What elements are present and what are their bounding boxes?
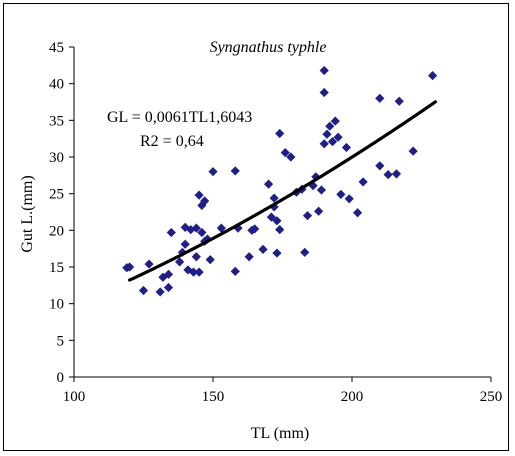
data-point (258, 244, 268, 254)
data-point (269, 202, 279, 212)
data-point (319, 65, 329, 76)
y-tick-label: 35 (49, 113, 64, 129)
data-point (358, 177, 368, 187)
y-tick-label: 0 (57, 370, 65, 386)
y-tick-label: 5 (57, 333, 65, 349)
data-point (264, 179, 274, 189)
data-point (316, 185, 327, 195)
data-point (188, 267, 199, 277)
data-point (194, 267, 204, 277)
y-tick-label: 25 (49, 187, 64, 203)
trendline (127, 100, 437, 282)
x-axis-title: TL (mm) (251, 425, 310, 442)
data-point (391, 169, 402, 179)
data-point (166, 227, 176, 238)
data-point (428, 71, 438, 81)
data-point (266, 212, 276, 222)
data-point (200, 196, 210, 206)
data-point (300, 247, 310, 257)
data-point (250, 224, 260, 234)
data-point (352, 208, 363, 218)
data-point (275, 225, 285, 235)
x-tick-label: 100 (63, 389, 86, 405)
data-point (344, 194, 354, 204)
data-point (163, 269, 174, 279)
data-point (205, 255, 215, 265)
y-tick-label: 10 (49, 297, 64, 313)
data-point (325, 121, 335, 131)
data-point (319, 139, 329, 149)
data-point (230, 266, 240, 276)
data-point (330, 116, 340, 126)
data-point (183, 265, 193, 275)
data-point (272, 248, 282, 258)
x-tick-label: 200 (341, 389, 364, 405)
data-point (336, 189, 346, 199)
data-point (280, 148, 290, 158)
data-point (375, 161, 385, 171)
data-point (275, 128, 285, 139)
data-point (327, 137, 338, 147)
chart-frame: 0 5 10 15 20 25 30 35 40 45 100 150 200 250 Syngnathu… (3, 3, 509, 451)
data-point (272, 216, 282, 226)
data-point (197, 227, 207, 238)
data-point (341, 142, 352, 153)
y-tick-label: 30 (49, 150, 64, 166)
trendline-equation: GL = 0,0061TL1,6043 (107, 109, 252, 126)
data-point (286, 152, 296, 162)
data-point (333, 132, 343, 142)
data-point (194, 190, 204, 200)
data-point (302, 211, 313, 221)
data-point (314, 206, 324, 216)
data-point (191, 252, 201, 262)
x-tick-label: 150 (202, 389, 225, 405)
data-point (383, 170, 393, 180)
data-point (163, 282, 174, 293)
y-tick-label: 15 (49, 260, 64, 276)
data-point (208, 167, 218, 177)
y-tick-label: 40 (49, 77, 64, 93)
axes: 0 5 10 15 20 25 30 35 40 45 100 150 200 250 (49, 40, 502, 405)
data-point (230, 166, 240, 176)
y-axis-title: Gut L.(mm) (19, 175, 36, 252)
data-point (191, 223, 201, 233)
data-point (216, 223, 226, 233)
data-point (138, 285, 149, 296)
data-point (244, 252, 254, 262)
data-point (322, 129, 332, 139)
data-point (180, 239, 190, 249)
data-point (319, 87, 329, 98)
chart-title: Syngnathus typhle (210, 39, 327, 56)
scatter-chart: 0 5 10 15 20 25 30 35 40 45 100 150 200 250 Syngnathu… (19, 39, 502, 442)
trendline-group (127, 100, 437, 282)
data-point (155, 287, 165, 297)
data-point (144, 259, 154, 269)
data-point (177, 247, 188, 257)
data-point (125, 262, 135, 272)
data-point (311, 172, 321, 182)
r-squared-label: R2 = 0,64 (140, 133, 204, 150)
data-point (375, 93, 385, 103)
y-tick-label: 45 (49, 40, 64, 56)
data-point (394, 96, 404, 106)
data-point (408, 146, 418, 156)
y-tick-label: 20 (49, 223, 64, 239)
data-point (269, 193, 279, 203)
x-tick-label: 250 (480, 389, 503, 405)
